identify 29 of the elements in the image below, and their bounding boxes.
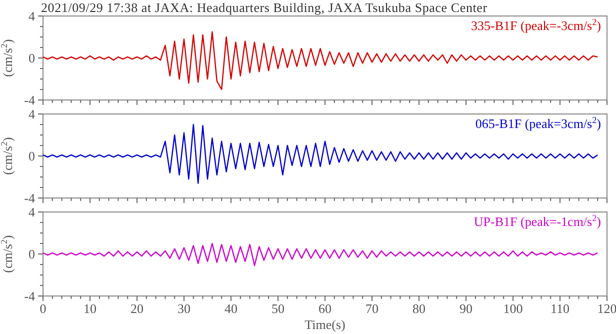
x-tick-label: 90: [460, 301, 472, 316]
x-tick-label: 70: [366, 301, 378, 316]
line-series: [42, 31, 598, 90]
x-tick-label: 80: [412, 301, 426, 316]
series-label: UP-B1F (peak=-1cm/s$^{2}$): [474, 213, 601, 229]
x-tick-label: 30: [178, 301, 190, 316]
chart-title: 2021/09/29 17:38 at JAXA: Headquarters Building, JAXA Tsukuba Space Center: [41, 0, 488, 15]
x-tick-label: 110: [550, 301, 570, 316]
x-tick-label: 60: [318, 301, 332, 316]
x-tick-label: 20: [130, 301, 144, 316]
y-tick-label: -4: [24, 288, 36, 304]
series-label: 335-B1F (peak=-3cm/s$^{2}$): [471, 17, 601, 33]
x-tick-label: 100: [503, 301, 523, 316]
x-tick-label: 10: [84, 301, 96, 316]
y-tick-label: 4: [28, 204, 36, 220]
x-tick-label: 40: [224, 301, 238, 316]
line-series: [42, 242, 598, 266]
y-tick-label: -4: [24, 92, 36, 108]
y-tick-label: -4: [24, 190, 36, 206]
y-tick-label: 4: [28, 106, 36, 122]
y-tick-label: 0: [28, 50, 35, 66]
y-tick-label: 0: [28, 148, 35, 164]
x-tick-label: 0: [40, 301, 46, 316]
x-tick-label: 50: [272, 301, 284, 316]
y-tick-label: 4: [28, 8, 36, 24]
x-tick-label: 120: [597, 301, 616, 316]
x-axis-title: Time(s): [304, 317, 346, 332]
series-label: 065-B1F (peak=3cm/s$^{2}$): [475, 115, 601, 131]
y-tick-label: 0: [28, 246, 35, 262]
